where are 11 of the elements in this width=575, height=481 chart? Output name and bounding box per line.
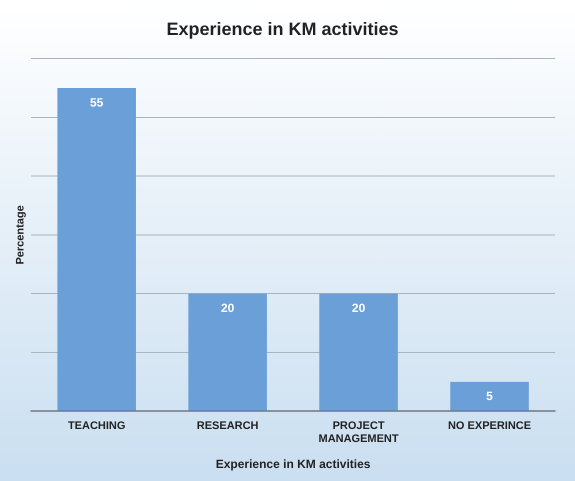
x-tick-label: TEACHING (68, 420, 126, 432)
y-axis-title: Percentage (14, 205, 27, 265)
chart-title: Experience in KM activities (166, 18, 399, 39)
data-label: 5 (486, 389, 494, 404)
x-axis-title: Experience in KM activities (216, 457, 371, 472)
data-label: 20 (352, 300, 366, 315)
data-label: 55 (90, 95, 104, 110)
x-tick-label: PROJECT MANAGEMENT (318, 420, 399, 446)
data-label: 20 (220, 300, 235, 315)
x-tick-label: RESEARCH (196, 420, 259, 432)
x-tick-label: NO EXPERINCE (448, 420, 532, 432)
